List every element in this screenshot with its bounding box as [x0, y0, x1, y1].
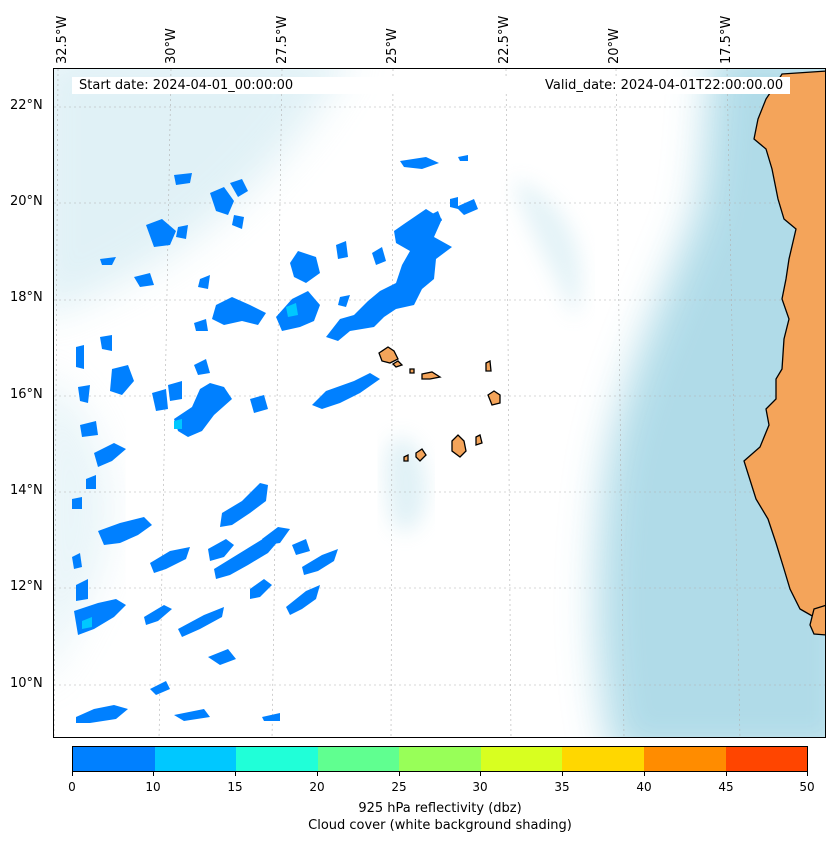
colorbar-tick-label: 50: [799, 780, 815, 794]
lon-label-17-5w: 17.5°W: [719, 15, 734, 64]
colorbar-subtitle: Cloud cover (white background shading): [308, 818, 572, 833]
colorbar-tick-label: 40: [636, 780, 652, 794]
lon-label-25w: 25°W: [385, 28, 400, 64]
land-masses: [378, 70, 825, 636]
colorbar-segment-40-45: [643, 747, 726, 771]
colorbar-tick-mark: [480, 772, 481, 776]
colorbar-segment-35-40: [562, 747, 644, 771]
colorbar-tick-label: 15: [227, 780, 243, 794]
reflectivity-colorbar: [72, 746, 808, 772]
lon-label-20w: 20°W: [607, 28, 622, 64]
colorbar-segment-45-50: [725, 747, 808, 771]
cloud-cover-shading: [54, 69, 825, 737]
colorbar-tick-label: 30: [472, 780, 488, 794]
colorbar-tick-mark: [235, 772, 236, 776]
lat-label-10n: 10°N: [10, 676, 43, 691]
colorbar-tick-mark: [399, 772, 400, 776]
reflectivity-0-10: [72, 155, 478, 723]
colorbar-segment-30-35: [480, 747, 563, 771]
colorbar-tick-mark: [153, 772, 154, 776]
colorbar-tick-label: 45: [718, 780, 734, 794]
lat-label-20n: 20°N: [10, 194, 43, 209]
colorbar-tick-label: 35: [554, 780, 570, 794]
colorbar-tick-mark: [317, 772, 318, 776]
colorbar-segment-0-10: [73, 747, 155, 771]
colorbar-tick-mark: [72, 772, 73, 776]
colorbar-tick-label: 10: [145, 780, 161, 794]
lat-label-14n: 14°N: [10, 483, 43, 498]
colorbar-tick-mark: [562, 772, 563, 776]
colorbar-segment-10-15: [154, 747, 237, 771]
lat-label-16n: 16°N: [10, 387, 43, 402]
colorbar-tick-mark: [644, 772, 645, 776]
lon-label-32-5w: 32.5°W: [55, 15, 70, 64]
lat-label-22n: 22°N: [10, 98, 43, 113]
colorbar-segment-15-20: [236, 747, 318, 771]
colorbar-tick-label: 25: [391, 780, 407, 794]
colorbar-tick-label: 0: [68, 780, 76, 794]
colorbar-segment-20-25: [317, 747, 400, 771]
lon-label-30w: 30°W: [164, 28, 179, 64]
map-frame: Start date: 2024-04-01_00:00:00 Valid_da…: [53, 68, 826, 738]
lat-label-18n: 18°N: [10, 290, 43, 305]
map-canvas: [54, 69, 825, 737]
lon-label-22-5w: 22.5°W: [497, 15, 512, 64]
lon-label-27-5w: 27.5°W: [275, 15, 290, 64]
colorbar-segment-25-30: [399, 747, 481, 771]
colorbar-tick-label: 20: [309, 780, 325, 794]
graticule: [54, 69, 825, 737]
colorbar-tick-mark: [807, 772, 808, 776]
valid-date-label: Valid_date: 2024-04-01T22:00:00.00: [538, 77, 791, 94]
colorbar-title: 925 hPa reflectivity (dbz): [358, 801, 522, 816]
start-date-label: Start date: 2024-04-01_00:00:00: [72, 77, 536, 94]
reflectivity-10-15: [82, 303, 298, 629]
colorbar-tick-mark: [726, 772, 727, 776]
lat-label-12n: 12°N: [10, 579, 43, 594]
